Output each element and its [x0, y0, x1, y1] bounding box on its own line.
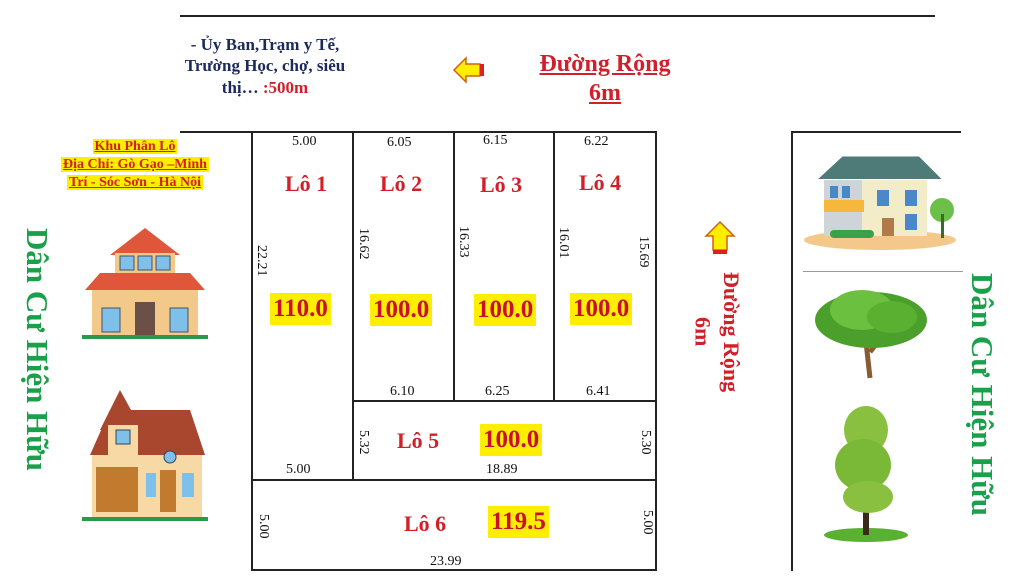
lot1-bottom-dim: 5.00	[286, 462, 311, 477]
lot4-bottom-dim: 6.41	[586, 384, 611, 399]
top-road-line	[180, 15, 935, 17]
divider-lot3-lot4	[553, 131, 555, 401]
house-icon	[82, 228, 208, 339]
lot4-top-dim: 6.22	[584, 134, 609, 149]
address-line: Khu Phân Lô	[92, 139, 178, 154]
road-label-line: Đường Rộng	[719, 272, 745, 393]
lot5-area[interactable]: 100.0	[480, 424, 543, 456]
lot3-label[interactable]: Lô 3	[480, 172, 523, 197]
lot3-top-dim: 6.15	[483, 133, 508, 148]
lot3-area[interactable]: 100.0	[474, 294, 537, 326]
arrow-up-icon	[704, 220, 736, 254]
house-icon	[804, 156, 956, 250]
address-line: Trí - Sóc Sơn - Hà Nội	[67, 175, 203, 191]
top-road-label: Đường Rộng 6m	[520, 50, 690, 108]
lot5-left-dim: 5.32	[356, 430, 371, 455]
lot2-label[interactable]: Lô 2	[380, 171, 423, 196]
right-resident-border	[791, 131, 793, 571]
road-width: 6m	[690, 317, 716, 347]
right-resident-top-line	[791, 131, 961, 133]
lot6-area[interactable]: 119.5	[488, 506, 549, 538]
lot1-top-dim: 5.00	[292, 134, 317, 149]
right-road-label: Đường Rộng 6m	[688, 272, 745, 392]
note-line: - Ủy Ban,Trạm y Tế,	[190, 35, 340, 54]
lot5-right-dim: 5.30	[638, 430, 653, 455]
lot1-label[interactable]: Lô 1	[285, 171, 328, 196]
plot-right-border	[655, 131, 657, 571]
right-resident-label: Dân Cư Hiện Hữu	[965, 273, 1000, 517]
house-icon	[82, 390, 208, 521]
note-line: thị…	[221, 77, 259, 97]
lot3-bottom-dim: 6.25	[485, 384, 510, 399]
lot5-label[interactable]: Lô 5	[397, 428, 440, 453]
lot2-top-dim: 6.05	[387, 135, 412, 150]
divider-lot6-top	[251, 479, 657, 481]
divider-lot5-top	[352, 400, 657, 402]
address-line: Địa Chỉ: Gò Gạo –Minh	[61, 157, 209, 173]
lot1-area[interactable]: 110.0	[270, 293, 331, 325]
lot6-label[interactable]: Lô 6	[404, 511, 447, 536]
lot4-label[interactable]: Lô 4	[579, 170, 622, 195]
note-distance: :500m	[262, 77, 309, 97]
lot6-left-dim: 5.00	[256, 514, 271, 539]
plot-top-line	[180, 131, 656, 133]
address-block: Khu Phân Lô Địa Chỉ: Gò Gạo –Minh Trí - …	[30, 138, 240, 193]
road-label-line: Đường Rộng	[539, 51, 671, 77]
tree-icon	[815, 290, 927, 379]
lot4-left-dim: 16.01	[556, 227, 571, 259]
lot2-area[interactable]: 100.0	[370, 294, 433, 326]
lot2-bottom-dim: 6.10	[390, 384, 415, 399]
lot4-right-dim: 15.69	[636, 236, 651, 268]
lot2-left-dim: 16.62	[356, 228, 371, 260]
right-resident-divider	[803, 271, 963, 272]
lot4-area[interactable]: 100.0	[570, 293, 633, 325]
road-width: 6m	[589, 79, 621, 106]
lot1-left-dim: 22.21	[254, 245, 269, 277]
plot-left-border	[251, 131, 253, 571]
lot5-bottom-dim: 18.89	[486, 462, 518, 477]
lot3-left-dim: 16.33	[456, 226, 471, 258]
divider-lot1-lot2	[352, 131, 354, 480]
left-resident-label: Dân Cư Hiện Hữu	[20, 228, 55, 472]
arrow-left-icon	[452, 56, 484, 84]
lot6-bottom-dim: 23.99	[430, 554, 462, 569]
note-line: Trường Học, chợ, siêu	[184, 56, 346, 76]
tree-icon	[824, 406, 908, 542]
amenities-note: - Ủy Ban,Trạm y Tế, Trường Học, chợ, siê…	[160, 34, 370, 98]
divider-lot2-lot3	[453, 131, 455, 401]
lot6-right-dim: 5.00	[640, 510, 655, 535]
plot-bottom-border	[251, 569, 657, 571]
